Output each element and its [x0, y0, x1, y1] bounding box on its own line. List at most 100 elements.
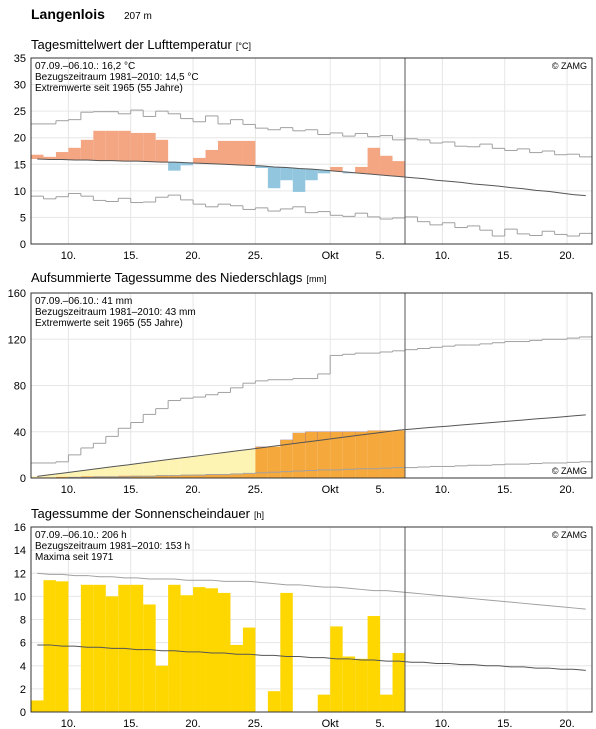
- anomaly-bar: [342, 172, 356, 174]
- panel-title: Tagessumme der Sonnenscheindauer [h]: [31, 506, 264, 521]
- x-tick-label: Okt: [322, 484, 339, 496]
- info-note: Bezugszeitraum 1981–2010: 14,5 °C: [35, 72, 199, 83]
- x-tick-label: 20.: [185, 718, 200, 729]
- x-tick-label: 10.: [435, 718, 450, 729]
- anomaly-bar: [205, 149, 218, 164]
- anomaly-bar: [330, 166, 343, 172]
- anomaly-bar: [55, 152, 69, 160]
- y-tick-label: 20: [14, 133, 26, 145]
- x-tick-label: 5.: [375, 718, 384, 729]
- difference-area: [118, 465, 131, 476]
- bar: [31, 700, 44, 712]
- y-tick-label: 0: [20, 473, 26, 485]
- x-tick-label: 20.: [559, 484, 574, 496]
- x-tick-label: 10.: [61, 484, 76, 496]
- info-note: 07.09.–06.10.: 206 h: [35, 530, 127, 541]
- cumulative-area: [355, 431, 368, 478]
- panel-title: Tagesmittelwert der Lufttemperatur [°C]: [31, 37, 251, 52]
- x-tick-label: 10.: [61, 250, 76, 262]
- cumulative-area: [342, 431, 356, 478]
- plot-frame: [30, 57, 593, 245]
- anomaly-bar: [392, 161, 405, 177]
- info-note: 07.09.–06.10.: 16,2 °C: [35, 61, 135, 72]
- panel-title: Aufsummierte Tagessumme des Niederschlag…: [31, 270, 326, 285]
- y-tick-label: 25: [14, 106, 26, 118]
- difference-area: [218, 452, 231, 475]
- difference-area: [193, 455, 206, 475]
- bar: [317, 694, 331, 712]
- plot-frame: [30, 526, 593, 713]
- anomaly-bar: [118, 130, 131, 162]
- difference-area: [93, 468, 106, 477]
- x-tick-label: 10.: [61, 718, 76, 729]
- cumulative-area: [218, 474, 231, 478]
- bar: [180, 595, 194, 712]
- cumulative-area: [255, 446, 268, 478]
- info-note: Extremwerte seit 1965 (55 Jahre): [35, 318, 183, 329]
- cumulative-area: [230, 474, 243, 478]
- anomaly-bar: [180, 162, 194, 166]
- x-tick-label: 25.: [248, 250, 263, 262]
- y-tick-label: 12: [14, 568, 26, 580]
- y-tick-label: 0: [20, 707, 26, 719]
- x-tick-label: 15.: [497, 718, 512, 729]
- x-tick-label: 20.: [559, 718, 574, 729]
- bar: [330, 626, 343, 712]
- bar: [168, 584, 181, 712]
- y-tick-label: 120: [8, 334, 26, 346]
- credit: © ZAMG: [552, 530, 587, 540]
- x-tick-label: 15.: [123, 250, 138, 262]
- anomaly-bar: [80, 139, 94, 161]
- y-tick-label: 15: [14, 159, 26, 171]
- bar: [367, 616, 381, 712]
- y-tick-label: 40: [14, 427, 26, 439]
- bar: [380, 694, 393, 712]
- panel-unit: [h]: [254, 510, 264, 520]
- cumulative-area: [305, 431, 318, 478]
- cumulative-area: [143, 475, 156, 478]
- y-tick-label: 160: [8, 288, 26, 300]
- cumulative-area: [392, 430, 405, 478]
- x-tick-label: Okt: [322, 718, 339, 729]
- y-tick-label: 35: [14, 53, 26, 65]
- y-tick-label: 8: [20, 615, 26, 627]
- credit: © ZAMG: [552, 61, 587, 71]
- x-tick-label: 20.: [185, 484, 200, 496]
- difference-area: [180, 457, 194, 476]
- anomaly-bar: [317, 170, 331, 174]
- cumulative-area: [380, 430, 393, 478]
- y-tick-label: 14: [14, 545, 26, 557]
- anomaly-bar: [105, 130, 119, 161]
- reference-line: [37, 158, 586, 197]
- anomaly-bar: [242, 140, 256, 166]
- x-tick-label: 10.: [435, 484, 450, 496]
- bar: [193, 587, 206, 712]
- bar: [218, 592, 231, 712]
- cumulative-area: [180, 475, 194, 478]
- difference-area: [242, 449, 256, 474]
- anomaly-bar: [193, 157, 206, 164]
- info-note: Bezugszeitraum 1981–2010: 43 mm: [35, 307, 196, 318]
- info-note: Bezugszeitraum 1981–2010: 153 h: [35, 541, 190, 552]
- bar: [155, 665, 169, 712]
- y-tick-label: 30: [14, 80, 26, 92]
- reference-line: [37, 572, 586, 610]
- difference-area: [168, 458, 181, 476]
- y-tick-label: 5: [20, 212, 26, 224]
- cumulative-area: [367, 430, 381, 478]
- y-tick-label: 16: [14, 522, 26, 534]
- cumulative-area: [155, 475, 169, 478]
- difference-area: [105, 466, 119, 477]
- difference-area: [230, 450, 243, 475]
- anomaly-bar: [267, 166, 281, 189]
- difference-area: [143, 462, 156, 476]
- cumulative-area: [168, 475, 181, 478]
- difference-area: [31, 476, 44, 478]
- y-tick-label: 10: [14, 591, 26, 603]
- x-tick-label: 5.: [375, 250, 384, 262]
- x-tick-label: 10.: [435, 250, 450, 262]
- x-tick-label: 5.: [375, 484, 384, 496]
- x-tick-label: 25.: [248, 484, 263, 496]
- bar: [205, 588, 218, 712]
- anomaly-bar: [130, 132, 144, 162]
